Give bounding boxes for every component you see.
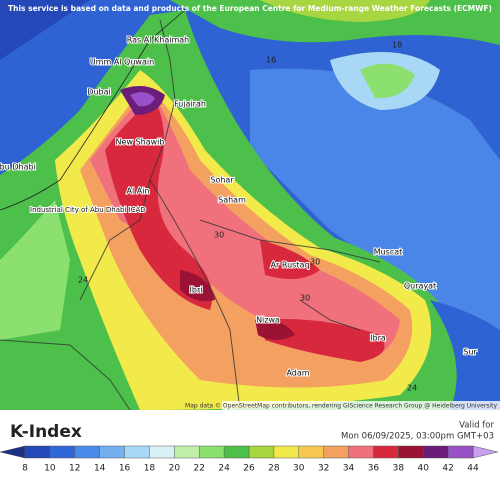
tick-label: 16 [119, 464, 131, 474]
tick-label: 14 [94, 464, 106, 474]
colorbar-segment [348, 446, 374, 458]
colorbar-segment [25, 446, 50, 458]
place-label: Sur [463, 348, 477, 357]
place-label: Ras Al Khaimah [127, 36, 189, 45]
contour-label: 30 [214, 231, 224, 240]
place-label: Saham [218, 196, 246, 205]
place-label: Muscat [374, 248, 403, 257]
colorbar-segment [224, 446, 249, 458]
contour-label: 16 [266, 56, 276, 65]
colorbar-segment [74, 446, 100, 458]
colorbar-segment [124, 446, 150, 458]
place-label: Industrial City of Abu Dhabi ICAD [30, 206, 146, 214]
tick-label: 34 [343, 464, 355, 474]
place-label: Umm Al Quwain [90, 58, 154, 67]
tick-label: 22 [193, 464, 204, 474]
tick-label: 26 [243, 464, 255, 474]
colorbar-segment [249, 446, 274, 458]
tick-label: 42 [442, 464, 453, 474]
place-label: Ar Rustaq [271, 261, 310, 270]
contour-label: 24 [407, 384, 417, 393]
tick-label: 28 [268, 464, 280, 474]
colorbar: 8 10 12 14 16 18 20 22 24 26 28 30 32 34 36 38 40 42 44 [0, 445, 498, 474]
tick-label: 10 [44, 464, 56, 474]
colorbar-segment [373, 446, 399, 458]
tick-label: 44 [467, 464, 479, 474]
colorbar-segment [323, 446, 349, 458]
colorbar-segment [298, 446, 324, 458]
contour-label: 24 [78, 276, 88, 285]
title: K-Index [10, 422, 82, 442]
place-label: Abu Dhabi [0, 163, 36, 172]
colorbar-segment [149, 446, 175, 458]
valid-label: Valid for [459, 421, 494, 431]
notice: This service is based on data and produc… [8, 4, 492, 13]
colorbar-segment [49, 446, 75, 458]
tick-label: 32 [318, 464, 329, 474]
place-label: Adam [286, 369, 309, 378]
tick-label: 8 [22, 464, 28, 474]
colorbar-segment [448, 446, 473, 458]
tick-label: 38 [393, 464, 405, 474]
tick-label: 18 [144, 464, 156, 474]
tick-label: 24 [218, 464, 230, 474]
place-label: Sohar [210, 176, 234, 185]
tick-label: 20 [169, 464, 181, 474]
tick-label: 12 [69, 464, 80, 474]
place-label: Nizwa [256, 316, 280, 325]
place-label: Fujairah [174, 100, 206, 109]
place-label: Qurayat [404, 282, 436, 291]
valid-time: Mon 06/09/2025, 03:00pm GMT+03 [341, 432, 494, 442]
colorbar-segment [273, 446, 299, 458]
place-label: Dubai [87, 88, 110, 97]
colorbar-segment [199, 446, 225, 458]
tick-label: 36 [368, 464, 380, 474]
attribution: Map data © OpenStreetMap contributors, r… [185, 403, 497, 410]
colorbar-segment [99, 446, 125, 458]
colorbar-segment [174, 446, 200, 458]
contour-label: 18 [392, 41, 402, 50]
tick-label: 30 [293, 464, 305, 474]
place-label: Ibra [370, 334, 386, 343]
place-label: Al Ain [126, 187, 149, 196]
tick-label: 40 [417, 464, 429, 474]
contour-label: 30 [310, 258, 320, 267]
place-label: Ibri [190, 286, 203, 295]
colorbar-segment [423, 446, 449, 458]
place-label: New Shawib [116, 138, 165, 147]
colorbar-segment [398, 446, 424, 458]
map: This service is based on data and produc… [0, 0, 500, 411]
contour-label: 30 [300, 294, 310, 303]
